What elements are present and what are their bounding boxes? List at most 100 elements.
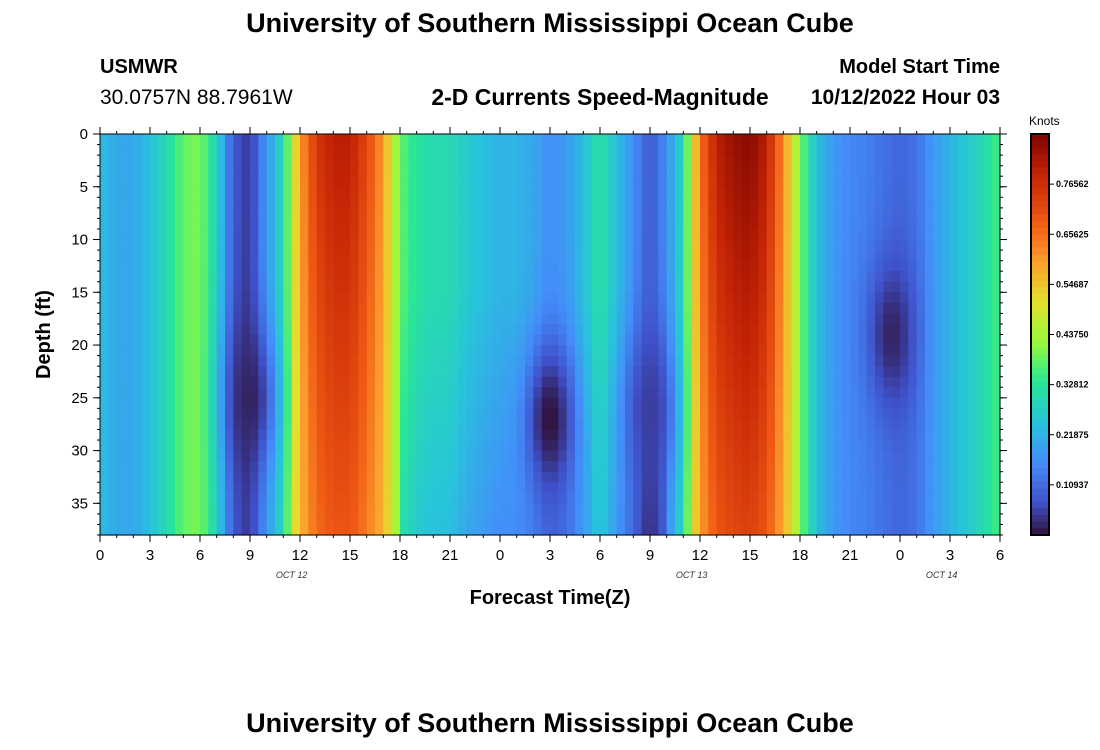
heatmap-cell [566, 134, 576, 146]
heatmap-cell [850, 186, 859, 198]
heatmap-cell [591, 302, 601, 314]
heatmap-cell [466, 503, 476, 515]
heatmap-cell [950, 302, 959, 314]
colorbar-segment [1031, 347, 1049, 356]
heatmap-cell [216, 503, 226, 515]
heatmap-cell [591, 271, 601, 283]
heatmap-cell [891, 323, 901, 336]
heatmap-cell [825, 228, 834, 241]
heatmap-cell [916, 281, 926, 293]
heatmap-cell [741, 134, 751, 146]
heatmap-cell [900, 418, 909, 431]
heatmap-cell [200, 503, 209, 515]
heatmap-cell [108, 334, 118, 346]
heatmap-cell [608, 355, 618, 367]
heatmap-cell [400, 397, 409, 409]
heatmap-cell [758, 482, 768, 494]
heatmap-cell [958, 207, 968, 220]
heatmap-cell [491, 492, 501, 504]
heatmap-cell [458, 250, 468, 262]
heatmap-cell [908, 292, 918, 304]
heatmap-cell [616, 218, 626, 230]
heatmap-cell [766, 239, 776, 251]
heatmap-cell [683, 228, 693, 241]
heatmap-cell [808, 207, 818, 220]
heatmap-cell [358, 429, 368, 441]
heatmap-cell [225, 461, 234, 473]
heatmap-cell [958, 281, 968, 293]
heatmap-cell [775, 397, 784, 409]
heatmap-cell [583, 292, 593, 304]
heatmap-cell [616, 492, 626, 504]
heatmap-cell [941, 387, 951, 399]
heatmap-cell [891, 461, 901, 473]
heatmap-cell [458, 513, 468, 526]
heatmap-cell [900, 292, 909, 304]
heatmap-cell [175, 376, 184, 388]
heatmap-cell [133, 281, 143, 293]
heatmap-cell [516, 345, 526, 357]
heatmap-cell [500, 387, 509, 399]
heatmap-cell [883, 228, 893, 241]
heatmap-cell [183, 281, 193, 293]
heatmap-cell [241, 503, 251, 515]
heatmap-cell [866, 334, 876, 346]
heatmap-cell [925, 250, 934, 262]
heatmap-cell [641, 503, 651, 515]
heatmap-cell [525, 134, 534, 146]
heatmap-cell [808, 239, 818, 251]
heatmap-cell [241, 440, 251, 452]
heatmap-cell [900, 376, 909, 388]
heatmap-cell [133, 397, 143, 409]
heatmap-cell [441, 471, 451, 483]
heatmap-cell [533, 271, 543, 283]
heatmap-cell [983, 271, 993, 283]
heatmap-cell [258, 197, 268, 209]
heatmap-cell [875, 355, 884, 367]
heatmap-cell [575, 155, 584, 167]
heatmap-cell [908, 197, 918, 209]
heatmap-cell [575, 513, 584, 526]
heatmap-cell [150, 387, 159, 399]
heatmap-cell [358, 503, 368, 515]
heatmap-cell [833, 440, 843, 452]
heatmap-cell [266, 313, 276, 325]
heatmap-cell [458, 239, 468, 251]
heatmap-cell [308, 418, 318, 431]
heatmap-cell [100, 524, 109, 536]
heatmap-cell [525, 440, 534, 452]
heatmap-cell [883, 197, 893, 209]
heatmap-cell [816, 397, 826, 409]
heatmap-cell [608, 450, 618, 462]
heatmap-cell [208, 334, 218, 346]
heatmap-cell [300, 492, 309, 504]
heatmap-cell [766, 387, 776, 399]
heatmap-cell [291, 461, 301, 473]
heatmap-cell [450, 492, 459, 504]
heatmap-cell [516, 281, 526, 293]
heatmap-cell [775, 250, 784, 262]
heatmap-cell [133, 418, 143, 431]
heatmap-cell [408, 323, 418, 336]
heatmap-cell [566, 471, 576, 483]
heatmap-cell [816, 503, 826, 515]
heatmap-cell [166, 334, 176, 346]
heatmap-cell [808, 503, 818, 515]
heatmap-cell [500, 355, 509, 367]
heatmap-cell [775, 482, 784, 494]
heatmap-cell [141, 302, 151, 314]
heatmap-cell [766, 450, 776, 462]
heatmap-cell [683, 503, 693, 515]
heatmap-cell [641, 366, 651, 378]
heatmap-cell [708, 471, 718, 483]
heatmap-cell [925, 302, 934, 314]
heatmap-cell [491, 461, 501, 473]
heatmap-cell [333, 302, 343, 314]
heatmap-cell [483, 281, 493, 293]
heatmap-cell [416, 471, 426, 483]
heatmap-cell [525, 281, 534, 293]
heatmap-cell [391, 186, 401, 198]
heatmap-cell [916, 482, 926, 494]
heatmap-cell [366, 376, 376, 388]
heatmap-cell [108, 228, 118, 241]
